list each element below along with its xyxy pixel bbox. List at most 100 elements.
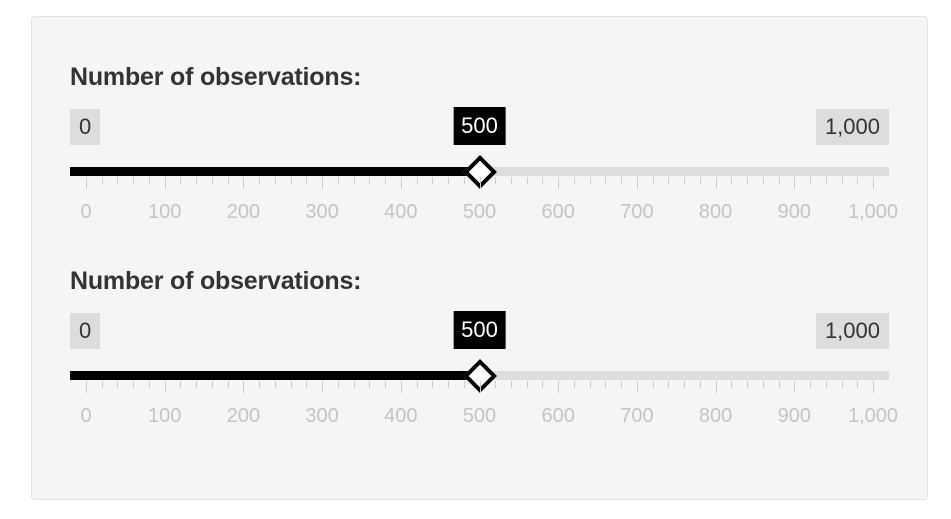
tick-minor bbox=[432, 381, 434, 388]
tick-minor bbox=[684, 177, 686, 184]
tick-major bbox=[873, 177, 874, 189]
tick-label: 600 bbox=[541, 405, 575, 427]
tick-major bbox=[400, 381, 402, 393]
tick-minor bbox=[762, 177, 764, 184]
tick-minor bbox=[353, 381, 355, 388]
tick-minor bbox=[259, 381, 261, 388]
tick-minor bbox=[369, 381, 371, 388]
tick-minor bbox=[448, 177, 450, 184]
tick-label: 1,000 bbox=[847, 405, 899, 427]
tick-minor bbox=[369, 177, 371, 184]
slider-label: Number of observations: bbox=[70, 63, 362, 91]
tick-minor bbox=[148, 177, 150, 184]
tick-minor bbox=[684, 381, 686, 388]
tick-minor bbox=[825, 381, 827, 388]
tick-minor bbox=[416, 177, 418, 184]
tick-minor bbox=[510, 177, 512, 184]
tick-major bbox=[794, 177, 796, 189]
tick-minor bbox=[290, 381, 292, 388]
slider-max-label: 1,000 bbox=[815, 109, 889, 145]
tick-minor bbox=[747, 381, 749, 388]
slider-track[interactable] bbox=[70, 154, 889, 189]
slider-ticks bbox=[86, 381, 874, 397]
slider-max-label: 1,000 bbox=[815, 313, 889, 349]
tick-minor bbox=[510, 381, 512, 388]
tick-minor bbox=[495, 177, 497, 184]
tick-major bbox=[873, 381, 874, 393]
tick-minor bbox=[589, 177, 591, 184]
tick-minor bbox=[589, 381, 591, 388]
tick-minor bbox=[133, 177, 135, 184]
tick-minor bbox=[747, 177, 749, 184]
slider-group-2: Number of observations: 0 500 1,000 0 100… bbox=[32, 221, 927, 427]
tick-minor bbox=[542, 381, 544, 388]
tick-minor bbox=[495, 381, 497, 388]
tick-minor bbox=[353, 177, 355, 184]
tick-minor bbox=[463, 177, 465, 184]
tick-minor bbox=[117, 381, 119, 388]
slider-track-fill bbox=[70, 371, 480, 380]
tick-minor bbox=[573, 381, 575, 388]
tick-major bbox=[164, 177, 166, 189]
tick-minor bbox=[133, 381, 135, 388]
tick-minor bbox=[621, 381, 623, 388]
input-panel: Number of observations: 0 500 1,000 0 100… bbox=[31, 16, 928, 500]
tick-label: 400 bbox=[384, 201, 418, 223]
tick-minor bbox=[259, 177, 261, 184]
tick-major bbox=[479, 381, 481, 393]
tick-major bbox=[558, 381, 560, 393]
tick-major bbox=[636, 177, 638, 189]
tick-minor bbox=[526, 177, 528, 184]
tick-label: 200 bbox=[226, 405, 261, 427]
tick-minor bbox=[652, 177, 654, 184]
tick-minor bbox=[699, 177, 701, 184]
tick-label: 800 bbox=[698, 405, 733, 427]
tick-minor bbox=[227, 177, 229, 184]
tick-label: 300 bbox=[305, 405, 339, 427]
tick-label: 700 bbox=[620, 201, 654, 223]
tick-label: 900 bbox=[777, 201, 811, 223]
tick-minor bbox=[605, 381, 607, 388]
tick-label: 600 bbox=[541, 201, 575, 223]
tick-minor bbox=[841, 177, 843, 184]
tick-minor bbox=[573, 177, 575, 184]
tick-minor bbox=[274, 381, 276, 388]
tick-label: 500 bbox=[462, 201, 497, 223]
tick-minor bbox=[699, 381, 701, 388]
tick-major bbox=[322, 177, 324, 189]
tick-minor bbox=[605, 177, 607, 184]
tick-minor bbox=[668, 381, 670, 388]
slider-value-label: 500 bbox=[453, 107, 506, 145]
tick-minor bbox=[448, 381, 450, 388]
tick-label: 300 bbox=[305, 201, 339, 223]
tick-label: 800 bbox=[698, 201, 733, 223]
tick-label: 400 bbox=[384, 405, 418, 427]
tick-label: 900 bbox=[777, 405, 811, 427]
slider-track[interactable] bbox=[70, 358, 889, 393]
tick-minor bbox=[731, 381, 733, 388]
tick-minor bbox=[196, 177, 198, 184]
tick-major bbox=[86, 381, 87, 393]
tick-minor bbox=[180, 177, 182, 184]
slider-ticks bbox=[86, 177, 874, 193]
tick-major bbox=[715, 381, 717, 393]
tick-minor bbox=[778, 177, 780, 184]
tick-label: 100 bbox=[148, 405, 182, 427]
tick-minor bbox=[463, 381, 465, 388]
tick-major bbox=[636, 381, 638, 393]
tick-minor bbox=[841, 381, 843, 388]
tick-minor bbox=[274, 177, 276, 184]
tick-minor bbox=[306, 381, 308, 388]
tick-minor bbox=[810, 381, 812, 388]
tick-minor bbox=[825, 177, 827, 184]
tick-minor bbox=[542, 177, 544, 184]
tick-label: 1,000 bbox=[847, 201, 899, 223]
tick-minor bbox=[101, 381, 103, 388]
tick-minor bbox=[857, 177, 859, 184]
tick-minor bbox=[432, 177, 434, 184]
tick-minor bbox=[857, 381, 859, 388]
tick-major bbox=[794, 381, 796, 393]
tick-minor bbox=[148, 381, 150, 388]
tick-minor bbox=[306, 177, 308, 184]
slider-value-label: 500 bbox=[453, 311, 506, 349]
